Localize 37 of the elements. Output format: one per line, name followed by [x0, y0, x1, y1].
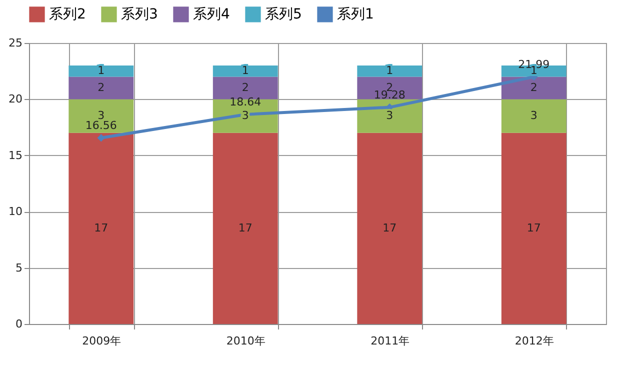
- y-tick-label: 5: [16, 261, 22, 274]
- data-label: 3: [386, 109, 394, 122]
- legend-label: 系列1: [337, 6, 374, 22]
- bar: [357, 99, 422, 133]
- x-tick-label: 2010年: [226, 334, 266, 348]
- data-label: 17: [382, 221, 397, 234]
- data-label: 18.64: [230, 95, 262, 108]
- bar: [68, 99, 134, 133]
- bar: [68, 76, 134, 100]
- point: [97, 134, 105, 142]
- data-label: 1: [242, 64, 249, 78]
- x-tick-label: 2012年: [514, 334, 554, 348]
- bar: [68, 132, 134, 324]
- bar: [212, 132, 278, 324]
- data-label: 2: [98, 80, 105, 94]
- legend-label: 系列4: [193, 6, 230, 22]
- x-tick-label: 2011年: [370, 334, 410, 348]
- legend-label: 系列2: [49, 6, 86, 22]
- data-label: 17: [94, 221, 108, 234]
- data-label: 17: [526, 221, 541, 234]
- y-tick-label: 20: [8, 92, 22, 106]
- y-tick-label: 25: [8, 36, 22, 50]
- data-label: 1: [386, 64, 394, 78]
- bar: [501, 132, 566, 324]
- y-tick-label: 15: [8, 148, 22, 162]
- data-label: 2: [530, 80, 538, 94]
- y-tick-label: 10: [8, 205, 22, 218]
- data-label: 1: [98, 64, 105, 78]
- legend-label: 系列3: [121, 6, 158, 22]
- data-label: 17: [238, 221, 252, 234]
- x-tick-label: 2009年: [82, 334, 122, 348]
- bar: [357, 132, 422, 324]
- bar: [501, 99, 566, 133]
- legend-label: 系列5: [265, 6, 302, 22]
- y-tick-label: 0: [16, 318, 22, 330]
- data-label: 3: [530, 109, 538, 122]
- data-label: 2: [242, 80, 249, 94]
